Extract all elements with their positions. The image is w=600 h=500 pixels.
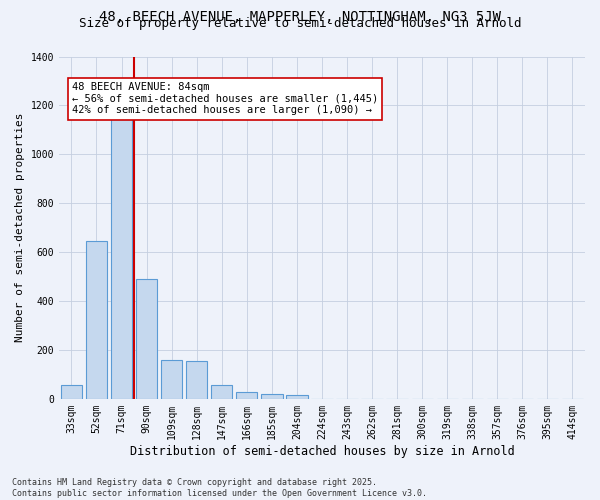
Bar [111,115,132,399]
Bar [161,360,182,399]
Bar [61,386,82,399]
Bar [236,392,257,399]
Bar [211,386,232,399]
Bar [261,394,283,399]
Text: Size of property relative to semi-detached houses in Arnold: Size of property relative to semi-detach… [79,18,521,30]
Bar [136,279,157,399]
Bar [186,361,208,399]
Text: 48 BEECH AVENUE: 84sqm
← 56% of semi-detached houses are smaller (1,445)
42% of : 48 BEECH AVENUE: 84sqm ← 56% of semi-det… [71,82,378,116]
X-axis label: Distribution of semi-detached houses by size in Arnold: Distribution of semi-detached houses by … [130,444,514,458]
Y-axis label: Number of semi-detached properties: Number of semi-detached properties [15,113,25,342]
Text: 48, BEECH AVENUE, MAPPERLEY, NOTTINGHAM, NG3 5JW: 48, BEECH AVENUE, MAPPERLEY, NOTTINGHAM,… [99,10,501,24]
Text: Contains HM Land Registry data © Crown copyright and database right 2025.
Contai: Contains HM Land Registry data © Crown c… [12,478,427,498]
Bar [86,241,107,399]
Bar [286,396,308,399]
